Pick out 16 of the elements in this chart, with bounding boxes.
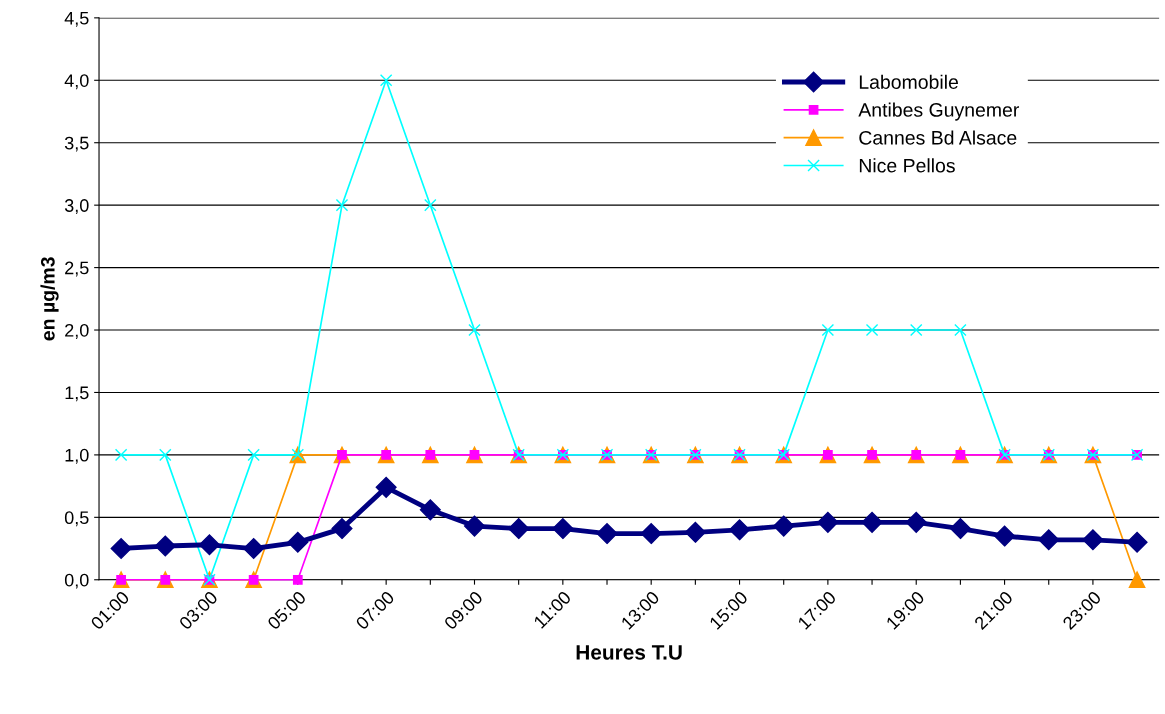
y-tick-label: 3,0	[64, 199, 89, 215]
y-tick-label: 4,5	[64, 11, 89, 27]
legend-label: Antibes Guynemer	[858, 102, 1020, 121]
y-axis-title: en µg/m3	[40, 257, 59, 341]
legend-label: Cannes Bd Alsace	[859, 130, 1017, 145]
y-tick-label: 1,0	[65, 448, 89, 464]
y-tick-label: 4,0	[64, 74, 89, 90]
legend-label: Labomobile	[859, 74, 958, 89]
y-tick-label: 0,5	[64, 511, 89, 527]
y-tick-label: 2,5	[65, 261, 89, 277]
x-axis-title: Heures T.U	[576, 645, 682, 660]
y-tick-label: 2,0	[65, 323, 89, 339]
y-tick-label: 0,0	[64, 573, 89, 589]
y-tick-label: 3,5	[64, 136, 89, 152]
y-tick-label: 1,5	[65, 386, 89, 402]
legend-label: Nice Pellos	[859, 158, 955, 173]
